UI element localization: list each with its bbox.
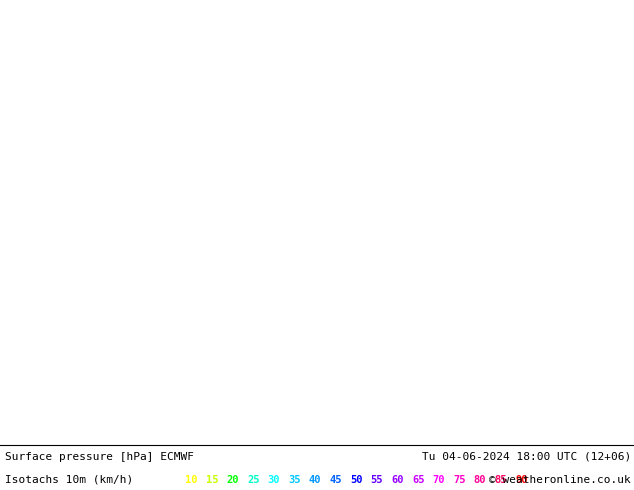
Text: 75: 75 <box>453 475 466 485</box>
Text: 80: 80 <box>474 475 486 485</box>
Text: 30: 30 <box>268 475 280 485</box>
Text: Tu 04-06-2024 18:00 UTC (12+06): Tu 04-06-2024 18:00 UTC (12+06) <box>422 452 631 462</box>
Text: 85: 85 <box>495 475 507 485</box>
Text: 35: 35 <box>288 475 301 485</box>
Text: 45: 45 <box>330 475 342 485</box>
Text: 60: 60 <box>391 475 404 485</box>
Text: 90: 90 <box>515 475 527 485</box>
Text: 40: 40 <box>309 475 321 485</box>
Text: 55: 55 <box>371 475 383 485</box>
Text: 20: 20 <box>226 475 239 485</box>
Text: 65: 65 <box>412 475 425 485</box>
Text: 10: 10 <box>185 475 198 485</box>
Text: 25: 25 <box>247 475 259 485</box>
Text: © weatheronline.co.uk: © weatheronline.co.uk <box>489 475 631 485</box>
Text: Isotachs 10m (km/h): Isotachs 10m (km/h) <box>5 475 133 485</box>
Text: Surface pressure [hPa] ECMWF: Surface pressure [hPa] ECMWF <box>5 452 194 462</box>
Text: 70: 70 <box>432 475 445 485</box>
Text: 50: 50 <box>350 475 363 485</box>
Text: 15: 15 <box>206 475 218 485</box>
